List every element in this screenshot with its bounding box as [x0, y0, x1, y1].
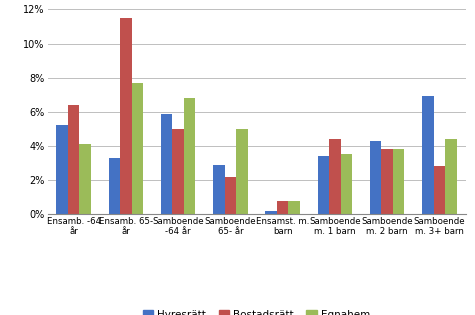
Bar — [422, 96, 434, 214]
Bar — [370, 141, 381, 214]
Bar — [109, 158, 120, 214]
Bar — [318, 156, 329, 214]
Bar — [225, 177, 236, 214]
Bar — [288, 201, 300, 214]
Bar — [445, 139, 456, 214]
Bar — [329, 139, 341, 214]
Bar — [393, 149, 404, 214]
Legend: Hyresrätt, Bostadsrätt, Egnahem: Hyresrätt, Bostadsrätt, Egnahem — [139, 306, 374, 315]
Bar — [57, 125, 68, 214]
Bar — [341, 154, 352, 214]
Bar — [68, 105, 79, 214]
Bar — [213, 165, 225, 214]
Bar — [172, 129, 184, 214]
Bar — [236, 129, 247, 214]
Bar — [277, 201, 288, 214]
Bar — [79, 144, 91, 214]
Bar — [381, 149, 393, 214]
Bar — [266, 211, 277, 214]
Bar — [132, 83, 143, 214]
Bar — [184, 98, 195, 214]
Bar — [434, 166, 445, 214]
Bar — [161, 113, 172, 214]
Bar — [120, 18, 132, 214]
